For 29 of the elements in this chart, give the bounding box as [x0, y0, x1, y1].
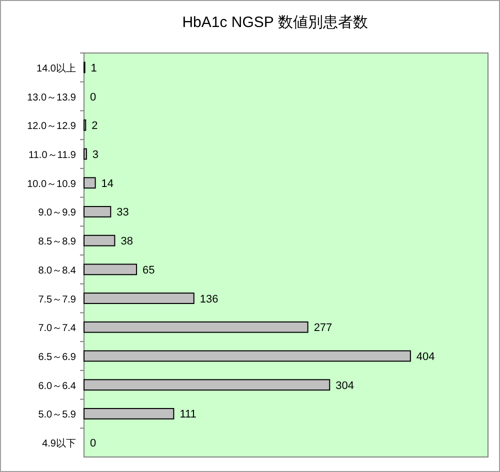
category-label: 14.0以上	[36, 63, 76, 74]
data-label: 65	[142, 264, 155, 276]
data-label: 304	[336, 380, 354, 392]
category-label: 8.0～8.4	[38, 265, 76, 276]
category-label: 9.0～9.9	[38, 208, 76, 219]
category-label: 6.0～6.4	[38, 380, 76, 392]
category-label: 10.0～10.9	[27, 178, 76, 190]
category-label: 4.9以下	[42, 438, 76, 450]
category-label: 7.0～7.4	[38, 323, 76, 334]
category-label: 11.0～11.9	[28, 150, 76, 161]
data-label: 277	[314, 322, 332, 334]
category-label: 6.5～6.9	[38, 352, 76, 363]
data-label: 136	[200, 293, 218, 306]
data-label: 1	[90, 62, 97, 74]
data-label: 14	[101, 178, 114, 190]
data-label: 111	[180, 408, 196, 421]
data-label: 404	[416, 351, 435, 363]
category-label: 12.0～12.9	[27, 121, 76, 132]
data-label: 0	[90, 438, 96, 450]
title: HbA1c NGSP 数値別患者数	[182, 14, 368, 31]
data-label: 0	[90, 91, 96, 104]
category-label: 13.0～13.9	[27, 92, 76, 104]
data-label: 3	[92, 149, 99, 161]
category-label: 7.5～7.9	[38, 294, 76, 306]
data-label: 38	[120, 236, 133, 248]
category-label: 8.5～8.9	[38, 236, 76, 248]
data-label: 33	[116, 206, 129, 219]
category-label: 5.0～5.9	[38, 410, 76, 421]
data-label: 2	[92, 120, 98, 132]
